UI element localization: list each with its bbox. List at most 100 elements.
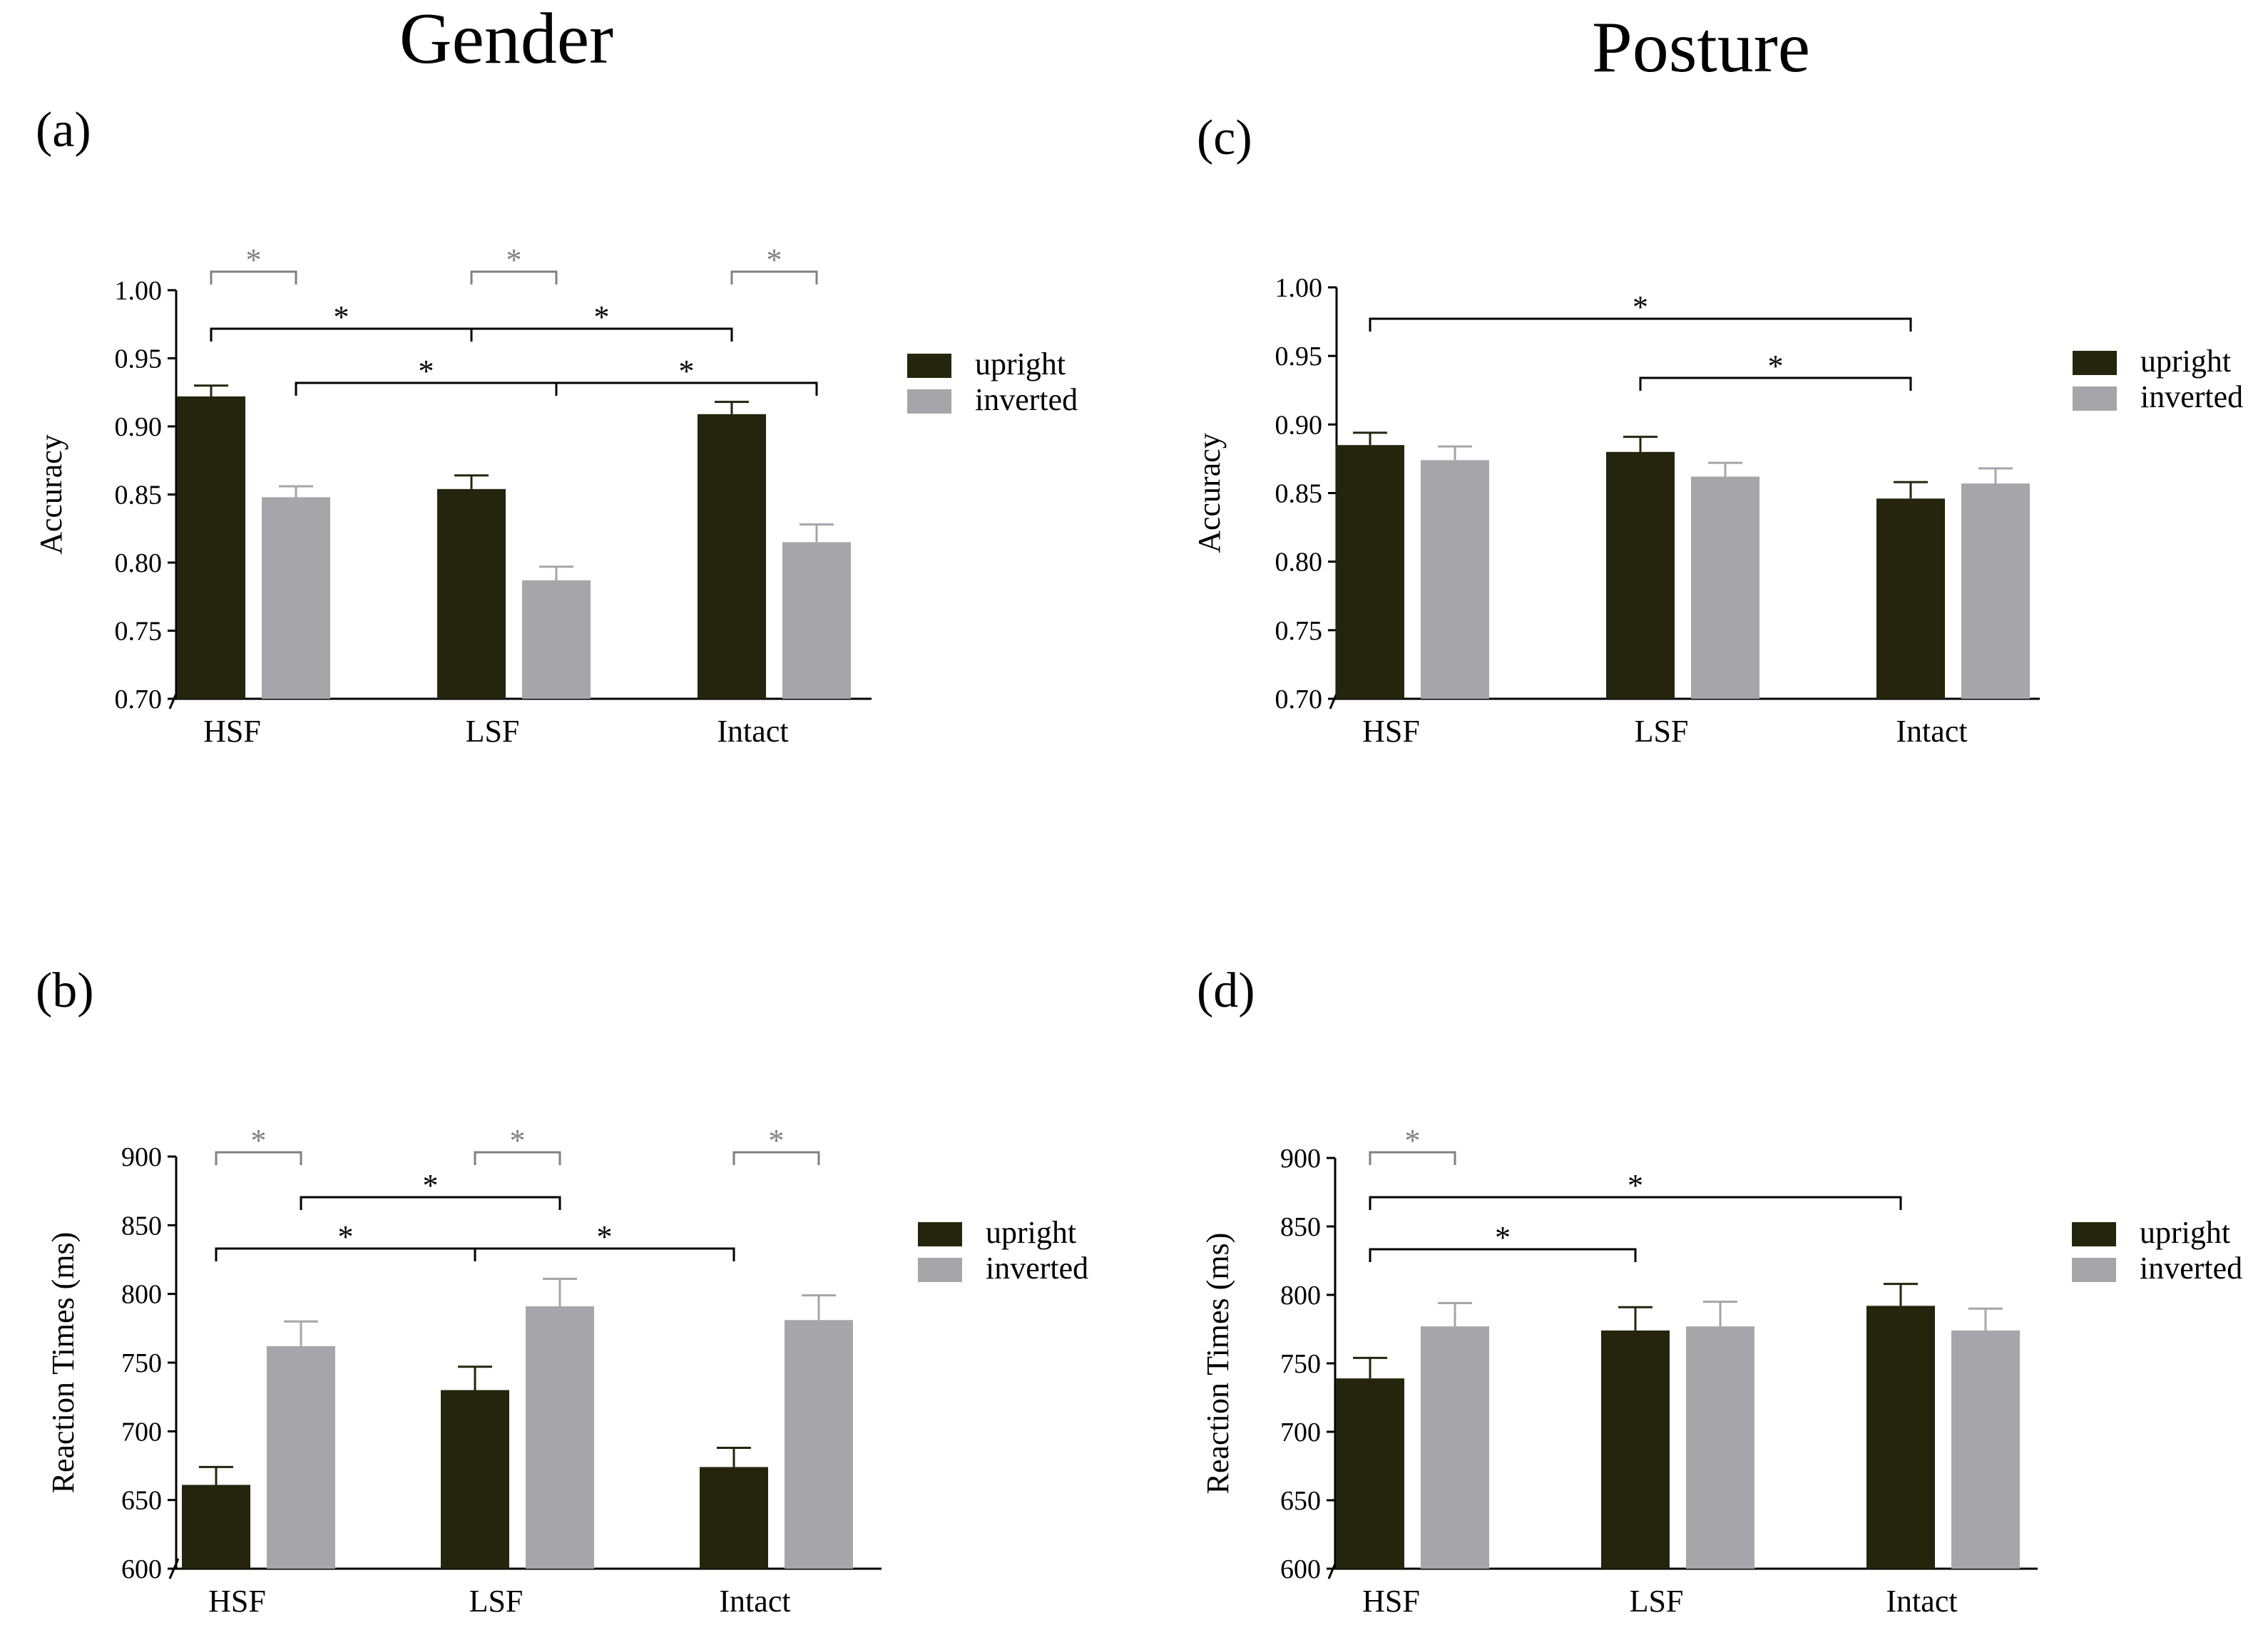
bar-inverted-hsf <box>267 1346 335 1569</box>
legend-swatch-upright <box>2073 351 2117 375</box>
x-category-label: LSF <box>1630 1584 1684 1619</box>
x-category-label: LSF <box>1635 714 1689 749</box>
error-bar <box>199 1465 233 1485</box>
significance-line <box>555 381 818 396</box>
significance-line <box>1369 317 1912 332</box>
error-bar <box>454 474 489 489</box>
significance-bracket: * <box>1369 289 1912 332</box>
error-bar <box>1708 461 1742 477</box>
bar-inverted-intact <box>1951 1330 2020 1569</box>
error-bar <box>1353 431 1387 446</box>
column-title-posture: Posture <box>1592 7 1810 88</box>
significance-star: * <box>334 299 349 334</box>
x-category-label: Intact <box>717 714 788 749</box>
y-tick-label: 700 <box>121 1417 162 1447</box>
y-tick-label: 0.95 <box>115 344 163 374</box>
significance-star: * <box>679 354 695 389</box>
x-category-label: HSF <box>203 714 261 749</box>
significance-line <box>1369 1248 1637 1262</box>
error-bar <box>1618 1306 1653 1331</box>
y-tick-label: 850 <box>121 1211 162 1241</box>
significance-bracket: * <box>555 354 818 396</box>
significance-star: * <box>423 1168 439 1203</box>
y-tick-label: 0.75 <box>1275 616 1323 646</box>
bar-inverted-intact <box>1961 483 2030 699</box>
error-bar <box>1438 1302 1472 1327</box>
significance-star: * <box>594 299 610 334</box>
y-tick-label: 1.00 <box>115 276 163 306</box>
significance-star: * <box>251 1123 267 1158</box>
legend-swatch-inverted <box>2073 386 2117 411</box>
significance-bracket: * <box>300 1168 561 1210</box>
bar-upright-lsf <box>1601 1330 1670 1569</box>
bar-inverted-intact <box>785 1320 853 1569</box>
error-bar <box>1353 1356 1387 1379</box>
error-bar <box>715 401 749 414</box>
significance-star: * <box>1495 1220 1511 1255</box>
error-bar <box>543 1277 577 1307</box>
significance-line <box>1369 1196 1902 1210</box>
panel-a: (a) Accuracy 0.70 0.75 0.80 0.85 0.90 0.95 1.00 H… <box>34 103 1078 749</box>
bar-upright-lsf <box>441 1390 509 1569</box>
error-bar <box>539 565 573 580</box>
significance-star: * <box>597 1219 613 1254</box>
y-tick-label: 0.70 <box>1275 685 1323 714</box>
error-bar <box>802 1294 836 1321</box>
y-tick-label: 0.75 <box>115 617 163 647</box>
y-axis-label: Reaction Times (ms) <box>46 1232 81 1494</box>
significance-line <box>474 1247 735 1261</box>
bar-upright-hsf <box>177 396 245 699</box>
legend-swatch-upright <box>918 1222 962 1246</box>
error-bar <box>1623 436 1657 452</box>
significance-star: * <box>506 242 522 277</box>
significance-line <box>730 270 818 285</box>
y-tick-label: 650 <box>1280 1486 1321 1516</box>
bar-upright-intact <box>1866 1306 1935 1569</box>
error-bar <box>1978 467 2013 484</box>
legend-swatch-inverted <box>907 389 951 414</box>
y-tick-label: 0.90 <box>1275 410 1323 440</box>
column-title-gender: Gender <box>399 0 613 79</box>
bar-inverted-lsf <box>1686 1326 1754 1569</box>
y-tick-label: 0.85 <box>1275 479 1323 509</box>
y-axis-label: Accuracy <box>1192 433 1227 553</box>
bar-inverted-hsf <box>1421 460 1489 699</box>
bar-inverted-lsf <box>522 580 591 699</box>
y-tick-label: 1.00 <box>1275 273 1323 303</box>
significance-bracket: * <box>1369 1220 1637 1262</box>
legend-label-upright: upright <box>2140 1215 2230 1250</box>
y-tick-label: 750 <box>1280 1349 1321 1379</box>
legend-label-upright: upright <box>975 347 1066 381</box>
significance-star: * <box>510 1123 526 1158</box>
x-category-label: HSF <box>1362 714 1420 749</box>
significance-bracket: * <box>1369 1123 1456 1165</box>
bar-inverted-hsf <box>262 497 330 699</box>
x-category-label: Intact <box>1886 1584 1957 1619</box>
error-bar <box>1438 445 1472 461</box>
significance-bracket: * <box>732 1123 820 1165</box>
significance-star: * <box>1405 1123 1421 1158</box>
y-tick-label: 600 <box>121 1554 162 1584</box>
x-category-label: Intact <box>719 1584 790 1619</box>
significance-star: * <box>1628 1168 1643 1203</box>
y-tick-label: 0.90 <box>115 412 163 442</box>
error-bar <box>1894 481 1928 499</box>
error-bar <box>1968 1307 2003 1331</box>
significance-line <box>470 327 733 342</box>
significance-bracket: * <box>215 1219 476 1261</box>
legend-label-inverted: inverted <box>2140 379 2243 414</box>
y-tick-label: 0.95 <box>1275 342 1323 371</box>
significance-bracket: * <box>295 354 558 396</box>
error-bar <box>717 1446 751 1467</box>
significance-line <box>1369 1151 1456 1165</box>
bar-upright-hsf <box>182 1485 250 1569</box>
significance-line <box>470 270 558 285</box>
y-tick-label: 900 <box>121 1142 162 1172</box>
legend-swatch-inverted <box>2072 1258 2116 1282</box>
bar-upright-intact <box>698 414 766 699</box>
y-tick-label: 750 <box>121 1348 162 1378</box>
y-tick-label: 600 <box>1280 1554 1321 1584</box>
legend-swatch-upright <box>907 354 951 378</box>
significance-line <box>474 1151 561 1165</box>
